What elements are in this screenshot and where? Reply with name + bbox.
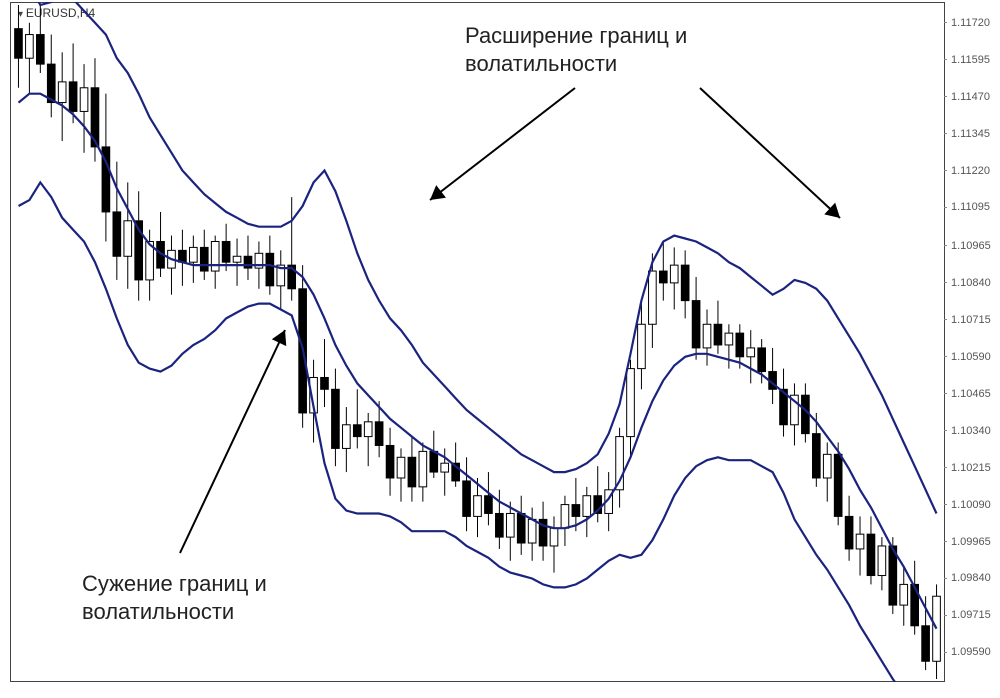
axis-tick-label: 1.10340 [951, 425, 991, 437]
axis-tick: 1.11470 [944, 91, 994, 103]
price-axis: 1.11720 1.11595 1.11470 1.11345 1.11220 1.110… [944, 0, 994, 680]
axis-tick-label: 1.11720 [951, 17, 990, 29]
axis-tick-label: 1.10215 [951, 462, 991, 474]
axis-tick: 1.10465 [944, 388, 994, 400]
axis-tick: 1.10215 [944, 462, 994, 474]
annotation-squeeze-line1: Сужение границ и [82, 570, 267, 598]
axis-tick-label: 1.09715 [951, 609, 991, 621]
axis-tick-label: 1.10590 [951, 351, 991, 363]
axis-tick-label: 1.10715 [951, 314, 991, 326]
axis-tick: 1.10965 [944, 240, 994, 252]
axis-tick: 1.09590 [944, 646, 994, 658]
axis-tick: 1.09840 [944, 572, 994, 584]
annotation-arrows [180, 88, 840, 553]
bollinger-upper [19, 2, 937, 514]
annotation-expansion: Расширение границ и волатильности [465, 22, 687, 77]
axis-tick: 1.11720 [944, 17, 994, 29]
axis-tick: 1.10340 [944, 425, 994, 437]
axis-tick: 1.10090 [944, 499, 994, 511]
chart-container: EURUSD,H4 1.117201.115951.114701.113451.… [0, 0, 1000, 698]
axis-tick: 1.11220 [944, 165, 994, 177]
annotation-expansion-line2: волатильности [465, 50, 687, 78]
axis-tick-label: 1.11595 [951, 54, 990, 66]
axis-tick: 1.11095 [944, 201, 994, 213]
annotation-squeeze-line2: волатильности [82, 598, 267, 626]
axis-tick-label: 1.09590 [951, 646, 991, 658]
axis-tick-label: 1.11470 [951, 91, 990, 103]
axis-tick: 1.10715 [944, 314, 994, 326]
axis-tick: 1.10840 [944, 277, 994, 289]
axis-tick: 1.11595 [944, 54, 994, 66]
axis-tick-label: 1.11220 [951, 165, 990, 177]
annotation-squeeze: Сужение границ и волатильности [82, 570, 267, 625]
annotation-expansion-line1: Расширение границ и [465, 22, 687, 50]
bollinger-mid [19, 94, 937, 629]
axis-tick: 1.09715 [944, 609, 994, 621]
axis-tick-label: 1.11345 [951, 128, 990, 140]
axis-tick: 1.09965 [944, 536, 994, 548]
axis-tick: 1.10590 [944, 351, 994, 363]
axis-tick-label: 1.09840 [951, 572, 991, 584]
axis-tick-label: 1.10465 [951, 388, 991, 400]
axis-tick-label: 1.09965 [951, 536, 991, 548]
axis-tick-label: 1.10090 [951, 499, 991, 511]
axis-tick: 1.11345 [944, 128, 994, 140]
axis-tick-label: 1.10840 [951, 277, 991, 289]
axis-tick-label: 1.10965 [951, 240, 991, 252]
axis-tick-label: 1.11095 [951, 201, 990, 213]
